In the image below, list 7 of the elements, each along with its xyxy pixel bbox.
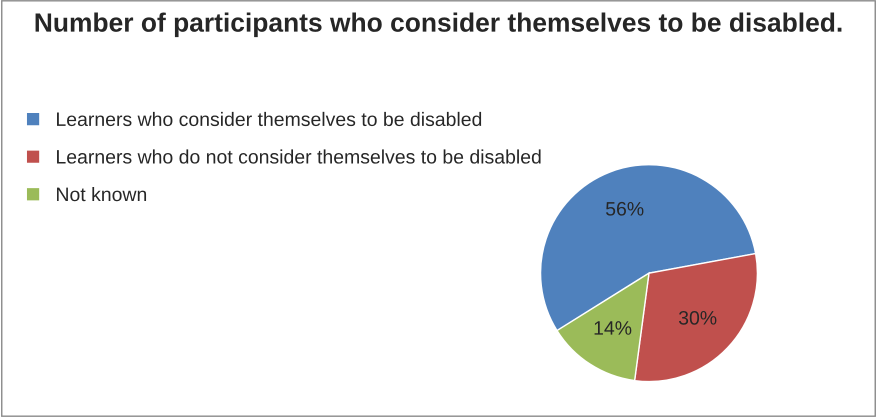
legend-label: Learners who consider themselves to be disabled <box>57 112 482 126</box>
legend-label: Learners who do not consider themselves to be disabled <box>57 149 541 164</box>
data-label: 56% <box>606 202 644 216</box>
data-label: 14% <box>594 321 632 335</box>
data-label: 30% <box>678 310 716 325</box>
chart-title: Number of participants who consider themselves to be disabled. <box>36 12 842 38</box>
legend-label: Not known <box>57 186 146 202</box>
